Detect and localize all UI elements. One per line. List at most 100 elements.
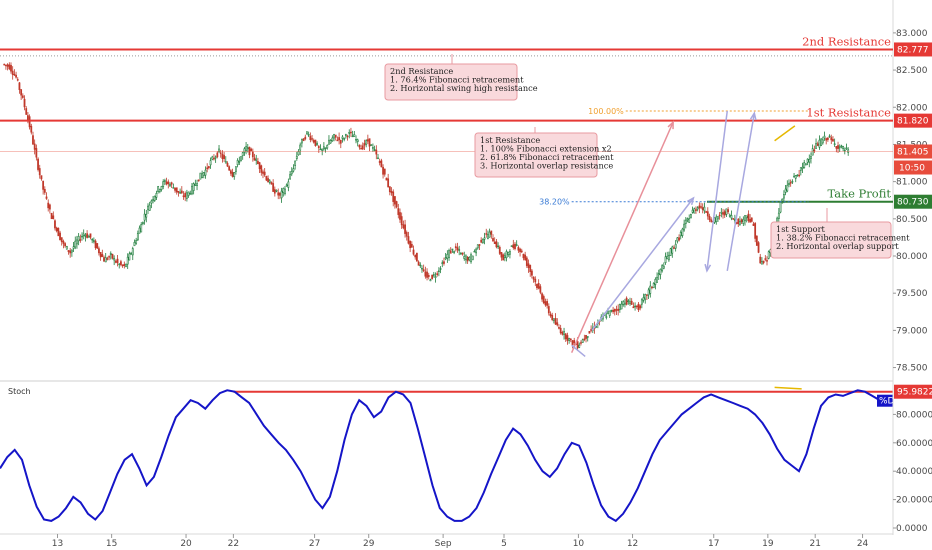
time-tick-label: 5 — [501, 539, 507, 549]
projection-arrow-red-head — [667, 120, 674, 130]
candle-body — [223, 155, 225, 160]
candle-body — [443, 261, 445, 264]
candle-body — [87, 236, 90, 238]
candle-body — [710, 219, 713, 222]
candle-body — [91, 238, 94, 241]
candle-body — [368, 138, 371, 147]
candle-body — [343, 138, 346, 140]
candle-body — [581, 339, 584, 343]
time-tick-label: Sep — [435, 539, 452, 549]
candle-body — [629, 301, 631, 304]
candle-body — [706, 211, 709, 217]
candle-body — [399, 212, 401, 220]
candle-body — [828, 135, 831, 138]
price-tick-label: 79.000 — [896, 326, 928, 336]
candle-body — [843, 149, 846, 152]
candle-body — [62, 241, 65, 244]
candle-body — [233, 172, 236, 178]
candle-body — [346, 135, 349, 138]
candle-body — [165, 181, 168, 185]
level-label: 1st Resistance — [806, 106, 891, 120]
candle-body — [847, 149, 850, 153]
candle-body — [380, 160, 383, 168]
candle-body — [245, 146, 247, 151]
candle-body — [240, 156, 242, 162]
candle-body — [365, 140, 368, 145]
candle-body — [189, 193, 192, 195]
candle-body — [292, 168, 295, 172]
candle-body — [382, 166, 384, 175]
candle-body — [113, 258, 116, 261]
projection-arrow-red — [570, 121, 674, 353]
candle-body — [103, 257, 105, 262]
candle-body — [514, 243, 516, 250]
candle-body — [361, 145, 364, 150]
candle-body — [236, 160, 239, 166]
candle-body — [588, 330, 591, 334]
candle-body — [402, 224, 405, 229]
candle-body — [637, 303, 640, 311]
candle-body — [825, 138, 828, 141]
candle-body — [280, 190, 283, 199]
candle-body — [370, 144, 373, 146]
candle-body — [451, 248, 454, 251]
candle-body — [546, 301, 549, 306]
candle-body — [284, 188, 286, 195]
candle-body — [412, 249, 415, 255]
price-tick-label: 82.500 — [896, 66, 928, 76]
candle-body — [767, 251, 770, 259]
candle-body — [206, 167, 209, 170]
candle-body — [174, 187, 176, 191]
candle-body — [77, 236, 80, 242]
level-price-text: 80.730 — [897, 198, 929, 208]
candle-body — [45, 196, 48, 199]
candle-body — [695, 209, 697, 211]
candle-body — [160, 186, 163, 190]
level-label: 2nd Resistance — [802, 34, 891, 48]
candle-body — [654, 278, 657, 285]
price-pane — [3, 62, 850, 351]
candle-body — [686, 218, 689, 221]
note-1st-resistance-line: 1st Resistance — [480, 135, 540, 145]
candle-body — [106, 258, 109, 260]
candle-body — [118, 263, 121, 266]
candle-body — [439, 268, 442, 270]
candle-body — [527, 263, 530, 269]
candle-body — [70, 249, 73, 253]
price-tick-label: 80.000 — [896, 252, 928, 262]
candle-body — [696, 207, 699, 210]
candle-body — [605, 316, 608, 318]
candle-body — [407, 236, 410, 244]
candle-body — [563, 331, 565, 335]
candle-body — [498, 246, 501, 254]
candle-body — [805, 163, 807, 166]
candle-body — [815, 143, 817, 149]
candle-body — [204, 169, 207, 176]
candle-body — [634, 305, 636, 308]
level-label: Take Profit — [827, 187, 891, 201]
candle-body — [507, 251, 510, 255]
candle-body — [456, 247, 459, 251]
candle-body — [130, 252, 132, 255]
candle-body — [111, 253, 114, 259]
candle-body — [353, 134, 356, 137]
candle-body — [317, 146, 320, 149]
candle-body — [659, 268, 662, 275]
candle-body — [251, 151, 254, 158]
candle-body — [585, 334, 587, 339]
candle-body — [32, 135, 34, 145]
candle-body — [693, 208, 696, 214]
candle-body — [838, 146, 841, 149]
candle-body — [416, 252, 418, 262]
candle-body — [742, 218, 745, 224]
candle-body — [387, 178, 390, 188]
candle-body — [207, 166, 210, 169]
candle-body — [444, 257, 447, 260]
candle-body — [322, 146, 325, 150]
candle-body — [92, 240, 95, 242]
candle-body — [739, 221, 741, 225]
note-1st-resistance-box — [474, 132, 598, 178]
candle-body — [125, 263, 127, 267]
